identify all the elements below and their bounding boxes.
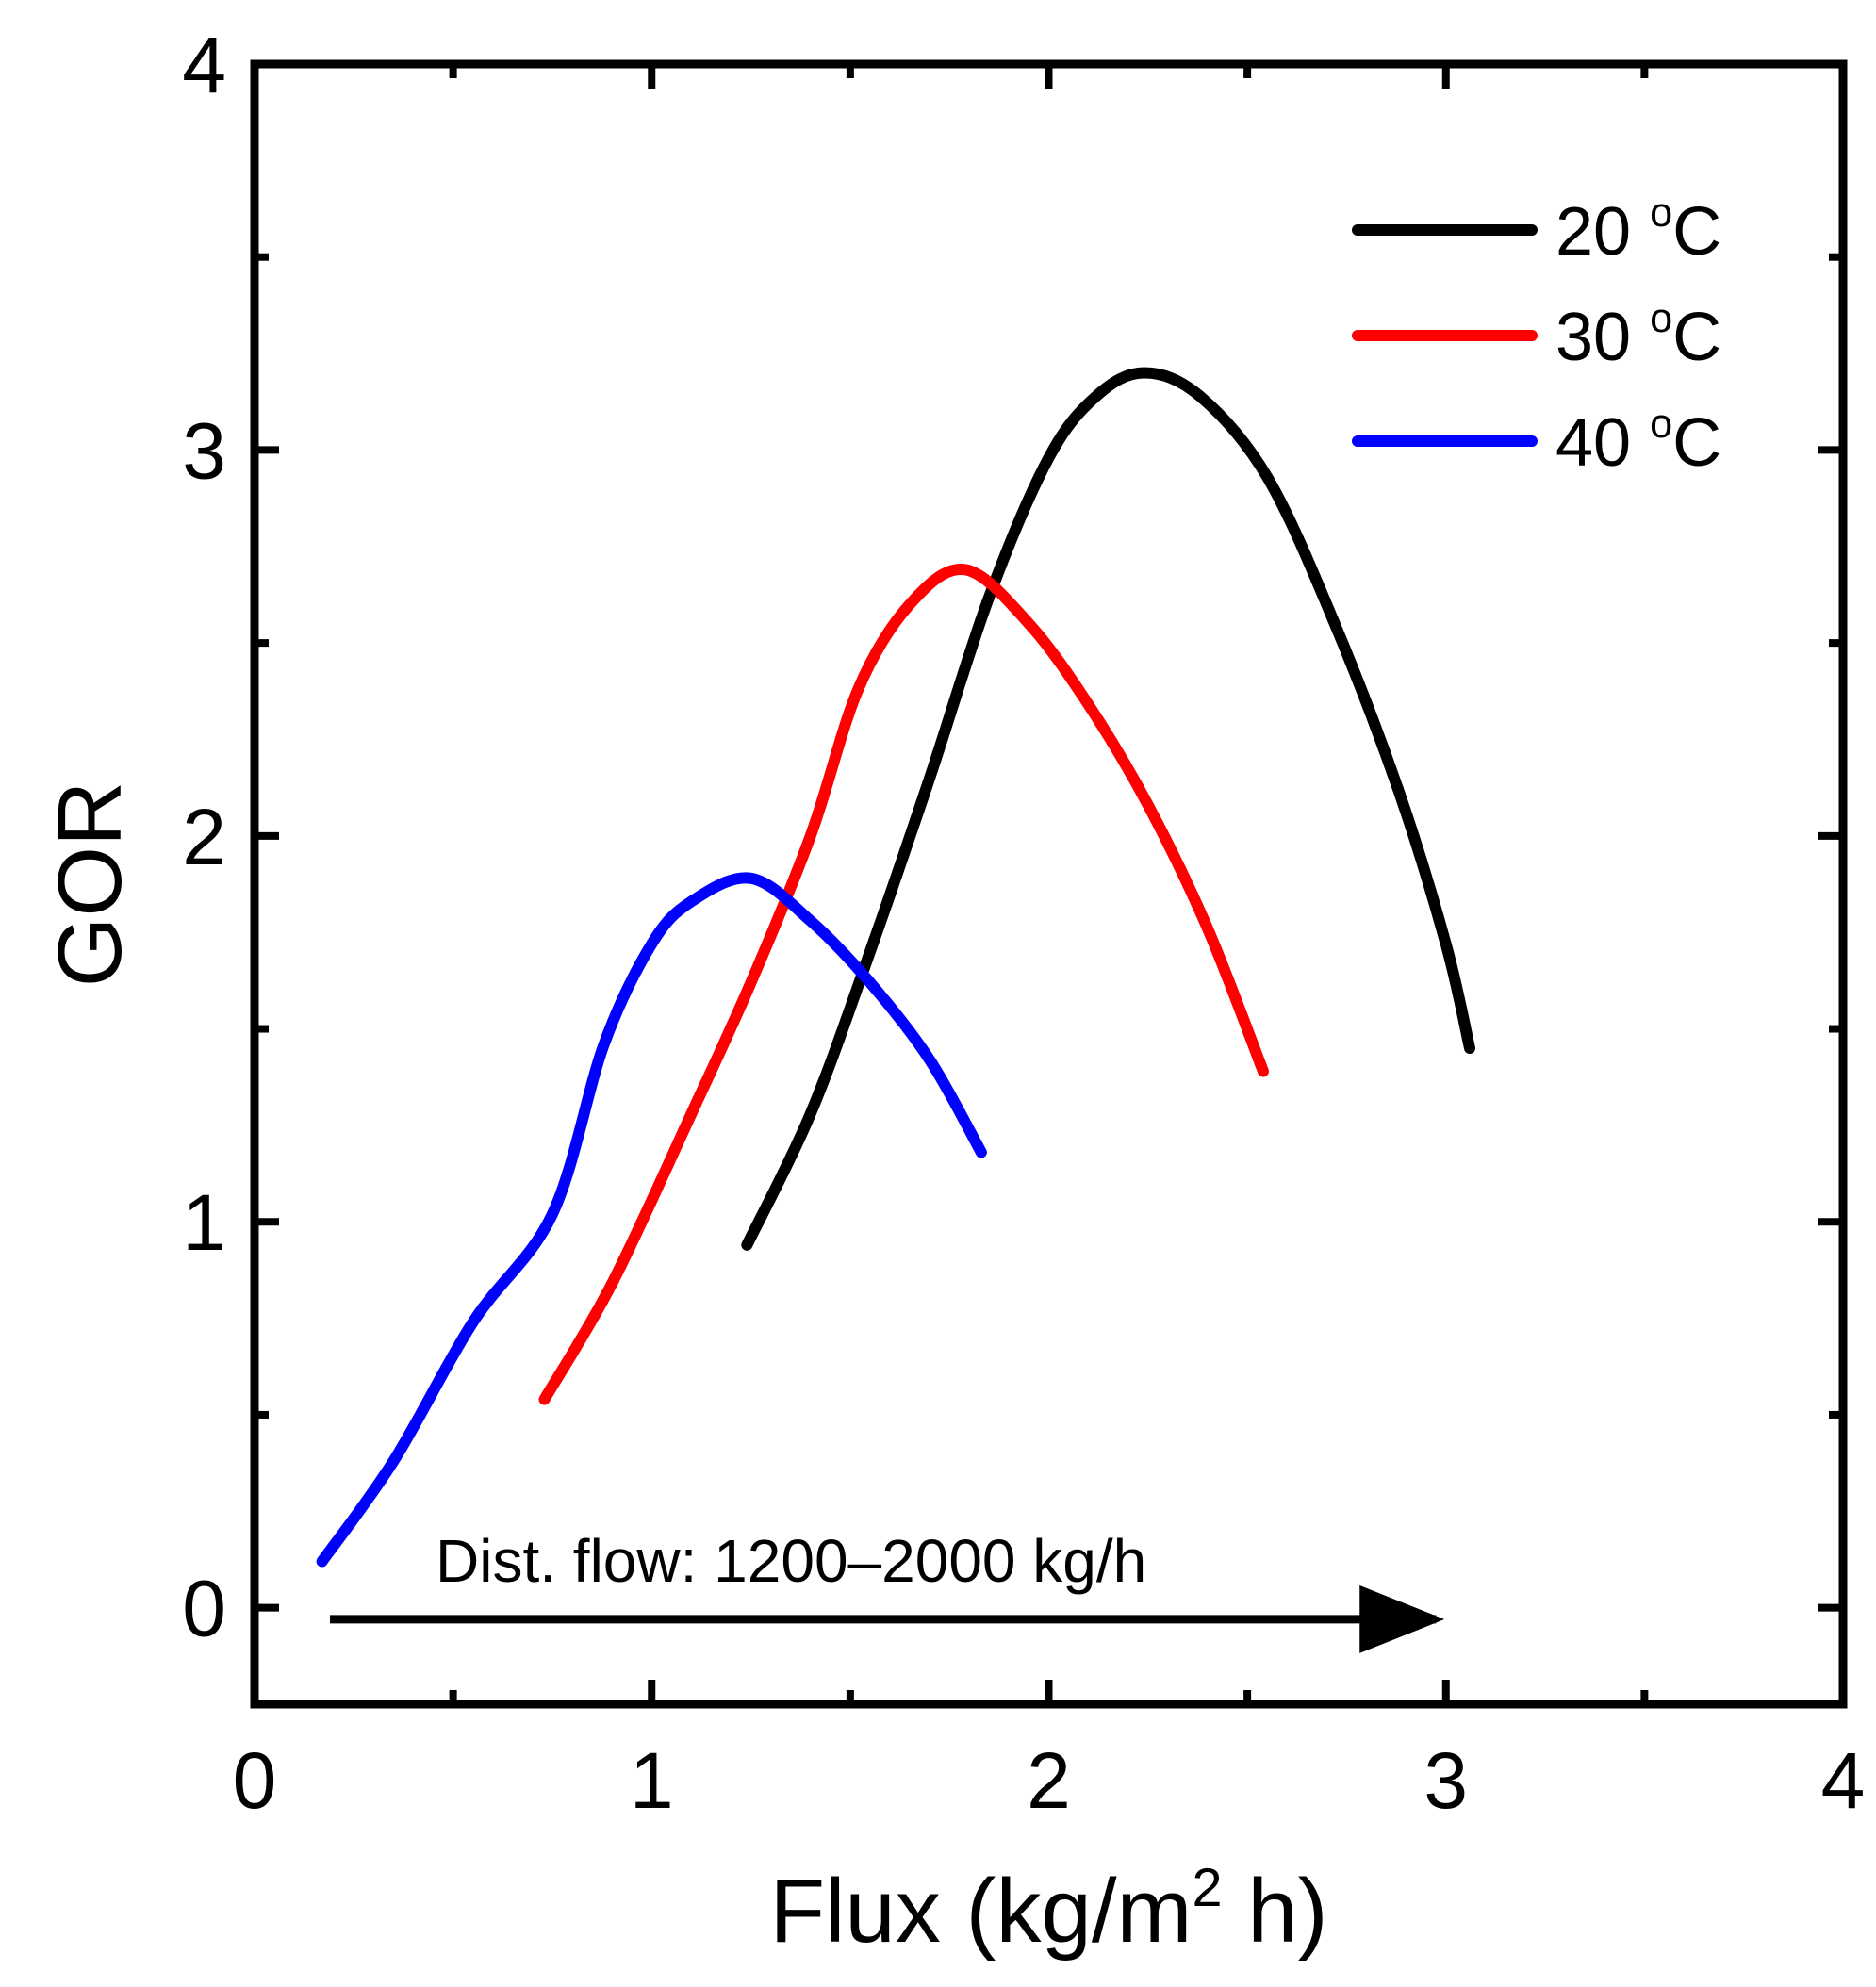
x-tick-label: 0 [233,1736,277,1825]
legend-label: 30 oC [1555,296,1721,375]
legend: 20 oC 30 oC 40 oC [1352,190,1721,481]
axis-ticks [251,60,1847,1704]
plot-area: Dist. flow: 1200–2000 kg/h [250,59,1848,1709]
y-axis-title: GOR [40,781,140,988]
y-tick-label: 3 [182,406,226,495]
x-tick-label: 3 [1423,1736,1468,1825]
legend-label: 20 oC [1555,190,1721,270]
series-lines [316,367,1476,1568]
y-tick-label: 0 [182,1565,226,1653]
x-tick-label: 1 [630,1736,674,1825]
x-axis-title-suffix: h) [1223,1861,1328,1962]
y-tick-label: 1 [182,1178,226,1267]
x-axis-title-superscript: 2 [1192,1858,1222,1918]
legend-label: 40 oC [1555,402,1721,481]
series-line-1 [538,564,1269,1405]
series-line-2 [316,872,987,1568]
flow-annotation-text: Dist. flow: 1200–2000 kg/h [436,1527,1146,1595]
series-line-0 [741,367,1476,1251]
x-tick-label: 2 [1027,1736,1071,1825]
flow-annotation: Dist. flow: 1200–2000 kg/h [330,1527,1445,1653]
x-tick-label: 4 [1821,1736,1866,1825]
x-axis-title-main: Flux (kg/m [769,1861,1192,1962]
x-tick-labels: 0 1 2 3 4 [233,1736,1866,1825]
y-tick-label: 2 [182,793,226,881]
x-axis-title: Flux (kg/m2 h) [769,1858,1327,1962]
y-tick-labels: 0 1 2 3 4 [182,21,226,1653]
y-tick-label: 4 [182,21,226,109]
